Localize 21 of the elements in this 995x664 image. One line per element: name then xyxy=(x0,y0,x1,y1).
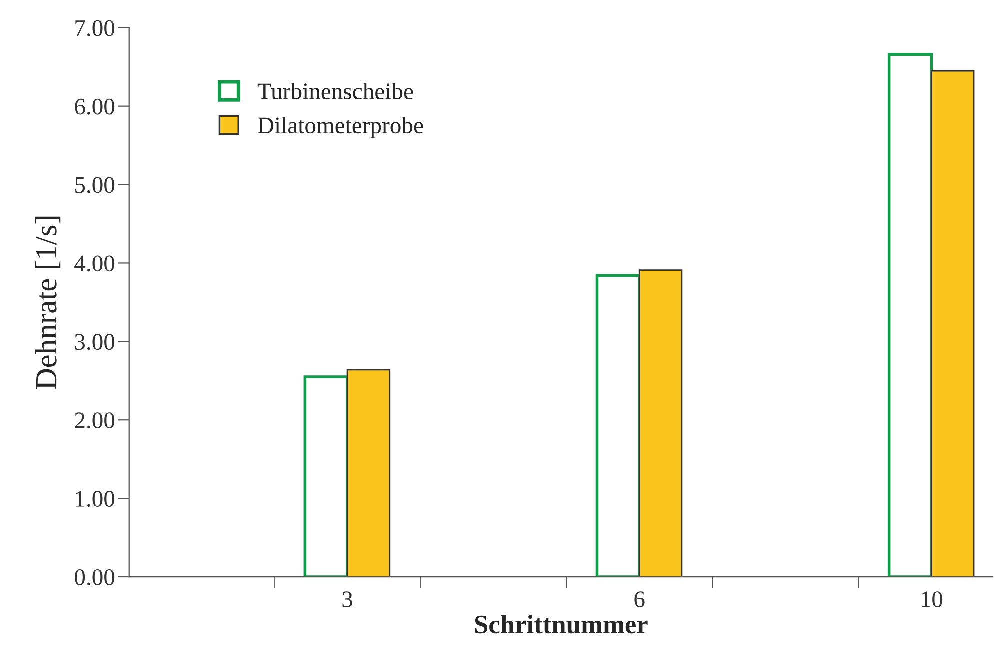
x-tick-label: 3 xyxy=(342,592,353,608)
x-axis-title: Schrittnummer xyxy=(475,615,648,634)
bar xyxy=(638,270,683,578)
y-tick-label: 0.00 xyxy=(75,570,115,586)
bar xyxy=(888,53,934,578)
legend-label: Dilatometerprobe xyxy=(258,117,424,138)
y-axis-title: Dehnrate [1/s] xyxy=(35,216,61,390)
y-tick-label: 6.00 xyxy=(75,98,115,115)
legend-label: Turbinenscheibe xyxy=(258,82,414,100)
bar xyxy=(930,70,975,578)
bar xyxy=(346,369,391,578)
y-tick-label: 4.00 xyxy=(74,256,115,272)
y-tick-label: 2.00 xyxy=(75,412,115,429)
bar xyxy=(304,376,349,578)
y-tick-label: 7.00 xyxy=(76,20,115,36)
y-tick-label: 3.00 xyxy=(75,334,115,350)
y-tick-label: 5.00 xyxy=(76,177,115,194)
y-tick-label: 1.00 xyxy=(76,491,115,508)
bar xyxy=(596,274,641,578)
x-tick-label: 10 xyxy=(922,592,943,608)
x-tick-label: 6 xyxy=(634,592,645,608)
